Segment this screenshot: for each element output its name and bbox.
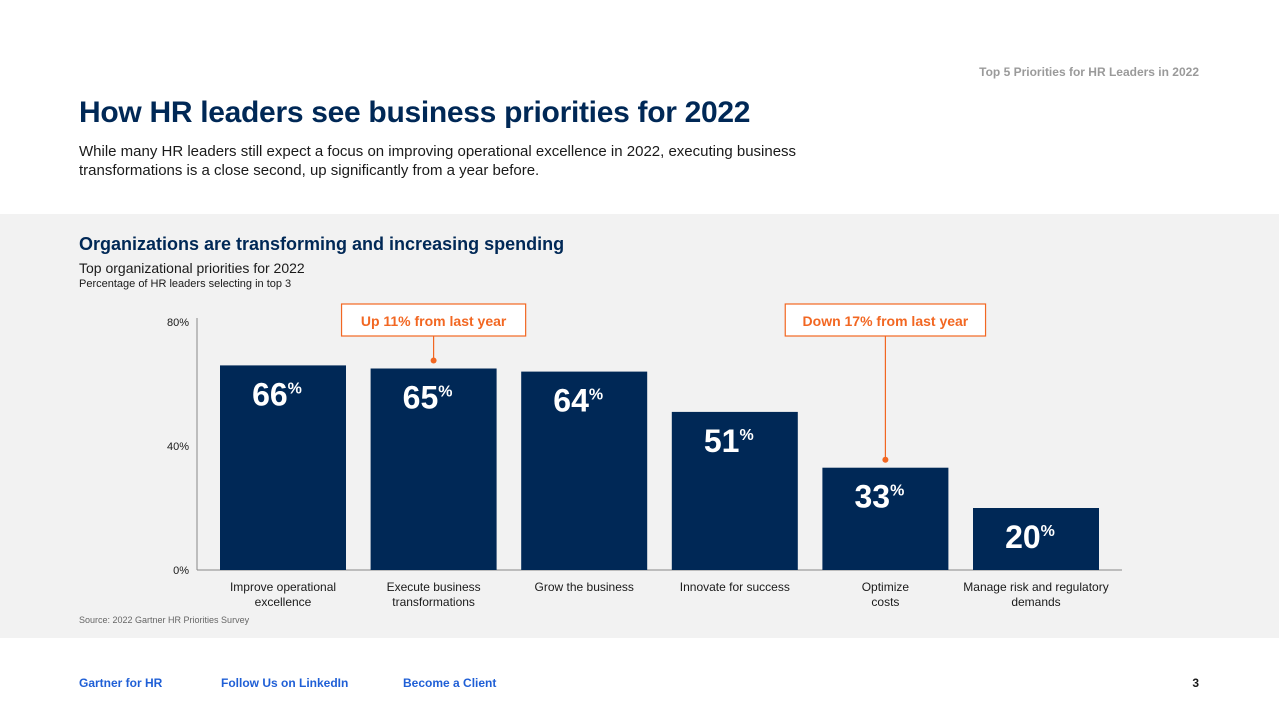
y-tick-label: 0% [173,565,189,577]
x-tick-label: excellence [255,595,312,609]
bar [370,368,497,570]
bar [521,371,648,570]
bar [220,365,346,570]
source-note: Source: 2022 Gartner HR Priorities Surve… [79,615,250,625]
bar-data-label: 20% [1005,519,1055,555]
annotation-box [784,303,987,337]
x-tick-label: Innovate for success [680,580,790,594]
y-tick-label: 40% [167,441,189,453]
header-tag: Top 5 Priorities for HR Leaders in 2022 [979,65,1199,79]
page-number: 3 [1192,676,1199,690]
x-tick-label: Grow the business [535,580,634,594]
link-gartner-for-hr[interactable]: Gartner for HR [79,676,163,690]
link-become-client[interactable]: Become a Client [403,676,497,690]
x-tick-label: Improve operational [230,580,336,594]
x-tick-label: Optimize [862,580,910,594]
chart-title: Organizations are transforming and incre… [79,234,565,254]
chart-ylabel: Percentage of HR leaders selecting in to… [79,278,292,290]
annotation-text: Up 11% from last year [361,313,507,329]
x-tick-label: costs [871,595,899,609]
x-tick-label: transformations [392,595,475,609]
chart-subtitle: Top organizational priorities for 2022 [79,260,305,276]
page-subtitle: While many HR leaders still expect a foc… [79,143,797,179]
x-tick-label: Manage risk and regulatory [963,580,1108,594]
x-tick-label: Execute business [387,580,481,594]
link-follow-linkedin[interactable]: Follow Us on LinkedIn [221,676,349,690]
bar [973,508,1099,570]
bar [822,467,949,570]
y-tick-label: 80% [167,317,189,329]
annotation-dot [430,357,437,364]
x-tick-label: demands [1011,595,1060,609]
annotation-text: Down 17% from last year [803,313,969,329]
page-title: How HR leaders see business priorities f… [79,96,751,129]
annotation-dot [882,456,889,463]
bar [671,411,798,570]
